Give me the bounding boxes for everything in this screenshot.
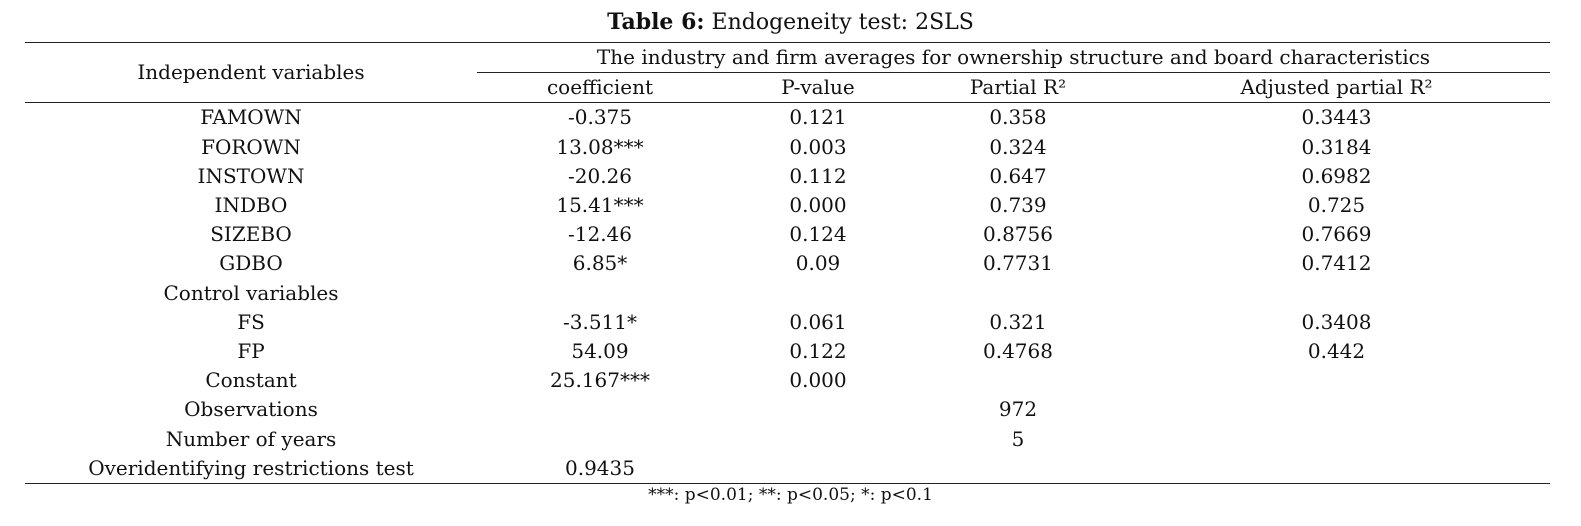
col-header-coefficient: coefficient (477, 72, 723, 104)
row-label: Number of years (165, 426, 337, 451)
table-cell: 13.08*** (556, 134, 644, 159)
table-cell (723, 424, 913, 453)
table-cell (723, 279, 913, 308)
table-cell: 0.321 (989, 309, 1047, 334)
table-cell: -20.26 (567, 163, 632, 188)
table-cell: 0.3443 (1301, 105, 1372, 130)
table-cell: 0.324 (989, 134, 1047, 159)
table-cell: 0.000 (789, 368, 847, 393)
table-cell: 6.85* (572, 251, 628, 276)
table-cell: 0.442 (1307, 338, 1366, 363)
table-cell (723, 453, 913, 484)
col-header-adjusted-partial-r2: Adjusted partial R² (1123, 72, 1550, 104)
row-label: Constant (205, 368, 297, 393)
table-cell (477, 424, 723, 453)
row-header: Independent variables (25, 41, 477, 104)
table-cell: 0.4768 (983, 338, 1053, 363)
table-row: INSTOWN -20.26 0.112 0.647 0.6982 (25, 162, 1550, 191)
row-label: INSTOWN (197, 163, 305, 188)
table-cell: 0.3184 (1301, 134, 1372, 159)
row-label: FOROWN (201, 134, 301, 159)
row-label: Overidentifying restrictions test (25, 453, 477, 484)
table-cell (1123, 395, 1550, 424)
table-cell (477, 395, 723, 424)
table-cell: 54.09 (571, 338, 629, 363)
table-cell (1123, 279, 1550, 308)
table-cell (1123, 453, 1550, 484)
table-cell (1123, 366, 1550, 395)
table-cell (913, 453, 1123, 484)
table-row: Number of years 5 (25, 424, 1550, 453)
table-cell: 0.647 (989, 163, 1047, 188)
table-cell: -0.375 (567, 105, 632, 130)
header-row-2: coefficient P-value Partial R² Adjusted … (25, 72, 1550, 104)
table-cell: 0.358 (989, 105, 1047, 130)
table-cell (477, 279, 723, 308)
table-cell: 0.3408 (1301, 309, 1372, 334)
row-label: SIZEBO (210, 222, 292, 247)
caption-label: Table 6: (607, 9, 705, 35)
table-caption: Table 6: Endogeneity test: 2SLS (0, 8, 1581, 37)
table-cell: 0.061 (789, 309, 847, 334)
table-cell (723, 395, 913, 424)
table-row: FAMOWN -0.375 0.121 0.358 0.3443 (25, 103, 1550, 133)
table-cell: 0.9435 (477, 453, 723, 484)
table-row: Constant 25.167*** 0.000 (25, 366, 1550, 395)
table-cell: 0.003 (789, 134, 847, 159)
table-row: SIZEBO -12.46 0.124 0.8756 0.7669 (25, 220, 1550, 249)
row-label: FS (237, 309, 265, 334)
table-cell: 0.121 (789, 105, 847, 130)
table-cell: 5 (1011, 426, 1025, 451)
table-row: Observations 972 (25, 395, 1550, 424)
row-label: Control variables (163, 280, 339, 305)
significance-note: ***: p<0.01; **: p<0.05; *: p<0.1 (648, 485, 933, 505)
table-row: FP 54.09 0.122 0.4768 0.442 (25, 337, 1550, 366)
results-table: Independent variables The industry and f… (25, 41, 1550, 484)
table-cell: 0.7669 (1301, 222, 1372, 247)
row-label: Observations (184, 397, 318, 422)
table-cell: 0.725 (1307, 193, 1366, 218)
table-cell: 0.000 (789, 193, 847, 218)
table-cell: -12.46 (567, 222, 632, 247)
table-cell: -3.511* (562, 309, 637, 334)
table-cell: 15.41*** (556, 193, 644, 218)
table-cell (1123, 424, 1550, 453)
col-header-p-value: P-value (723, 72, 913, 104)
table-cell (913, 279, 1123, 308)
table-cell: 0.7412 (1301, 251, 1372, 276)
table-row: INDBO 15.41*** 0.000 0.739 0.725 (25, 191, 1550, 220)
table-cell: 972 (998, 397, 1038, 422)
header-row-1: Independent variables The industry and f… (25, 41, 1550, 104)
table-cell: 0.739 (989, 193, 1047, 218)
row-label: GDBO (219, 251, 283, 276)
table-cell: 25.167*** (550, 368, 650, 393)
table-cell: 0.8756 (983, 222, 1053, 247)
table-row: GDBO 6.85* 0.09 0.7731 0.7412 (25, 249, 1550, 278)
table-cell: 0.7731 (983, 251, 1053, 276)
table-row: FS -3.511* 0.061 0.321 0.3408 (25, 308, 1550, 337)
col-header-partial-r2: Partial R² (913, 72, 1123, 104)
table-cell (913, 366, 1123, 395)
table-cell: 0.09 (795, 251, 841, 276)
caption-title: Endogeneity test: 2SLS (711, 10, 974, 35)
table-cell: 0.122 (789, 338, 847, 363)
table-row: Control variables (25, 279, 1550, 308)
table-cell: 0.124 (789, 222, 847, 247)
group-header: The industry and firm averages for owner… (477, 41, 1550, 74)
table-cell: 0.112 (789, 163, 847, 188)
table-row: FOROWN 13.08*** 0.003 0.324 0.3184 (25, 133, 1550, 162)
table-row: Overidentifying restrictions test 0.9435 (25, 453, 1550, 484)
table-body: FAMOWN -0.375 0.121 0.358 0.3443 FOROWN 13.08*… (25, 103, 1550, 484)
row-label: INDBO (214, 193, 288, 218)
row-label: FAMOWN (200, 105, 302, 130)
table-cell: 0.6982 (1301, 163, 1372, 188)
row-label: FP (237, 338, 265, 363)
